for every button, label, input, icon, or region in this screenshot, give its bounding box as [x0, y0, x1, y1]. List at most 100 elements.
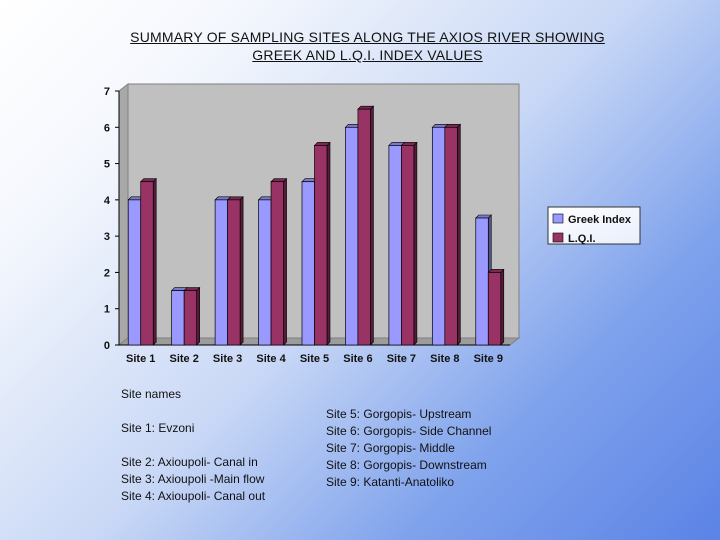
site-note-location: Evzoni: [158, 421, 195, 435]
bar-front: [214, 199, 228, 346]
x-tick-label: Site 7: [387, 353, 416, 365]
title-line-2: GREEK AND L.Q.I. INDEX VALUES: [252, 47, 483, 63]
bar-lqi-9: [487, 268, 505, 346]
bar-side: [283, 177, 287, 346]
site-note-item: Site 9: Katanti-Anatoliko: [326, 474, 491, 491]
bar-top: [226, 196, 244, 201]
bar-front: [431, 126, 446, 346]
site-note-site: Site 1:: [121, 421, 159, 435]
bar-front: [357, 108, 371, 346]
y-tick-label: 1: [104, 304, 110, 316]
site-note-item: Site 7: Gorgopis- Middle: [326, 440, 491, 457]
spacer: [121, 437, 265, 454]
site-note-detail: -Main flow: [206, 472, 265, 486]
y-tick-label: 0: [104, 340, 110, 352]
bar-top: [313, 142, 331, 146]
legend-swatch: [552, 232, 564, 243]
bar-front: [140, 181, 154, 346]
bar-lqi-1: [139, 177, 157, 346]
x-tick-label: Site 2: [169, 353, 198, 365]
plot-side-wall: [118, 82, 129, 347]
x-tick-label: Site 4: [256, 353, 286, 365]
legend-swatch: [552, 213, 564, 224]
bar-front: [487, 272, 502, 346]
site-note-item: Site 1: Evzoni: [121, 420, 265, 437]
bar-front: [475, 217, 489, 346]
y-tick-label: 7: [104, 86, 110, 98]
site-note-detail: - Canal in: [206, 455, 258, 469]
bar-front: [301, 181, 315, 346]
bar-front: [314, 145, 328, 346]
bar-front: [345, 126, 359, 346]
site-note-location: Axioupoli: [157, 455, 207, 469]
bar-front: [444, 126, 458, 346]
bar-top: [444, 123, 462, 128]
site-note-location: Katanti-Anatoliko: [363, 475, 455, 489]
bar-side: [239, 196, 244, 346]
site-note-location: Axioupoli: [157, 489, 207, 503]
site-names-heading: Site names: [121, 387, 182, 401]
site-note-location: Axioupoli: [157, 472, 207, 486]
bar-lqi-3: [226, 196, 244, 346]
legend-label: Greek Index: [568, 214, 632, 226]
title-line-1: SUMMARY OF SAMPLING SITES ALONG THE AXIO…: [130, 29, 605, 45]
bar-side: [152, 177, 157, 346]
bar-lqi-7: [400, 141, 418, 346]
bar-front: [388, 145, 402, 346]
bar-front: [183, 290, 198, 346]
x-tick-label: Site 6: [343, 353, 372, 365]
legend-label: L.Q.I.: [568, 233, 596, 245]
site-note-site: Site 4:: [121, 489, 158, 503]
bar-front: [171, 290, 185, 346]
site-note-detail: - Canal out: [206, 489, 266, 503]
site-notes-right: Site 5: Gorgopis- Upstream Site 6: Gorgop…: [326, 406, 491, 491]
bar-side: [413, 141, 418, 346]
chart-title: SUMMARY OF SAMPLING SITES ALONG THE AXIO…: [0, 28, 720, 64]
y-tick-label: 4: [104, 195, 111, 207]
bar-top: [270, 178, 288, 183]
bar-front: [401, 145, 415, 346]
site-note-location: Gorgopis: [363, 441, 413, 455]
bar-front: [127, 199, 142, 346]
bar-lqi-8: [444, 123, 462, 346]
x-tick-label: Site 3: [213, 353, 242, 365]
site-note-site: Site 3:: [121, 472, 158, 486]
site-note-item: Site 2: Axioupoli- Canal in: [121, 454, 265, 471]
site-note-detail: - Side Channel: [412, 424, 492, 438]
site-notes-left: Site 1: Evzoni Site 2: Axioupoli- Canal i…: [121, 420, 265, 505]
bar-side: [500, 268, 505, 346]
bar-front: [227, 199, 241, 346]
y-tick-label: 5: [104, 159, 110, 171]
site-note-item: Site 3: Axioupoli -Main flow: [121, 471, 265, 488]
x-tick-label: Site 9: [474, 353, 503, 365]
site-note-site: Site 9:: [326, 475, 364, 489]
site-note-item: Site 6: Gorgopis- Side Channel: [326, 423, 491, 440]
site-note-detail: - Downstream: [412, 458, 487, 472]
x-tick-label: Site 1: [126, 353, 155, 365]
site-note-site: Site 7:: [326, 441, 364, 455]
site-note-location: Gorgopis: [363, 424, 413, 438]
bar-top: [475, 214, 493, 219]
bar-lqi-5: [313, 141, 331, 346]
bar-side: [326, 141, 331, 346]
bar-side: [457, 123, 461, 346]
bar-side: [196, 286, 200, 346]
y-tick-label: 6: [104, 122, 110, 134]
bar-top: [487, 269, 505, 273]
bar-front: [270, 181, 284, 346]
site-note-site: Site 8:: [326, 458, 364, 472]
site-note-item: Site 4: Axioupoli- Canal out: [121, 488, 265, 505]
site-note-site: Site 6:: [326, 424, 364, 438]
y-tick-label: 3: [104, 231, 110, 243]
bar-front: [258, 199, 272, 346]
bar-top: [400, 142, 418, 146]
y-tick-label: 2: [104, 267, 110, 279]
legend: Greek Index L.Q.I.: [547, 206, 641, 245]
bar-lqi-4: [270, 177, 288, 346]
bar-lqi-2: [183, 286, 201, 346]
legend-box: [547, 206, 641, 245]
site-note-detail: - Middle: [412, 441, 455, 455]
bar-lqi-6: [357, 105, 375, 346]
site-note-location: Gorgopis: [363, 407, 413, 421]
